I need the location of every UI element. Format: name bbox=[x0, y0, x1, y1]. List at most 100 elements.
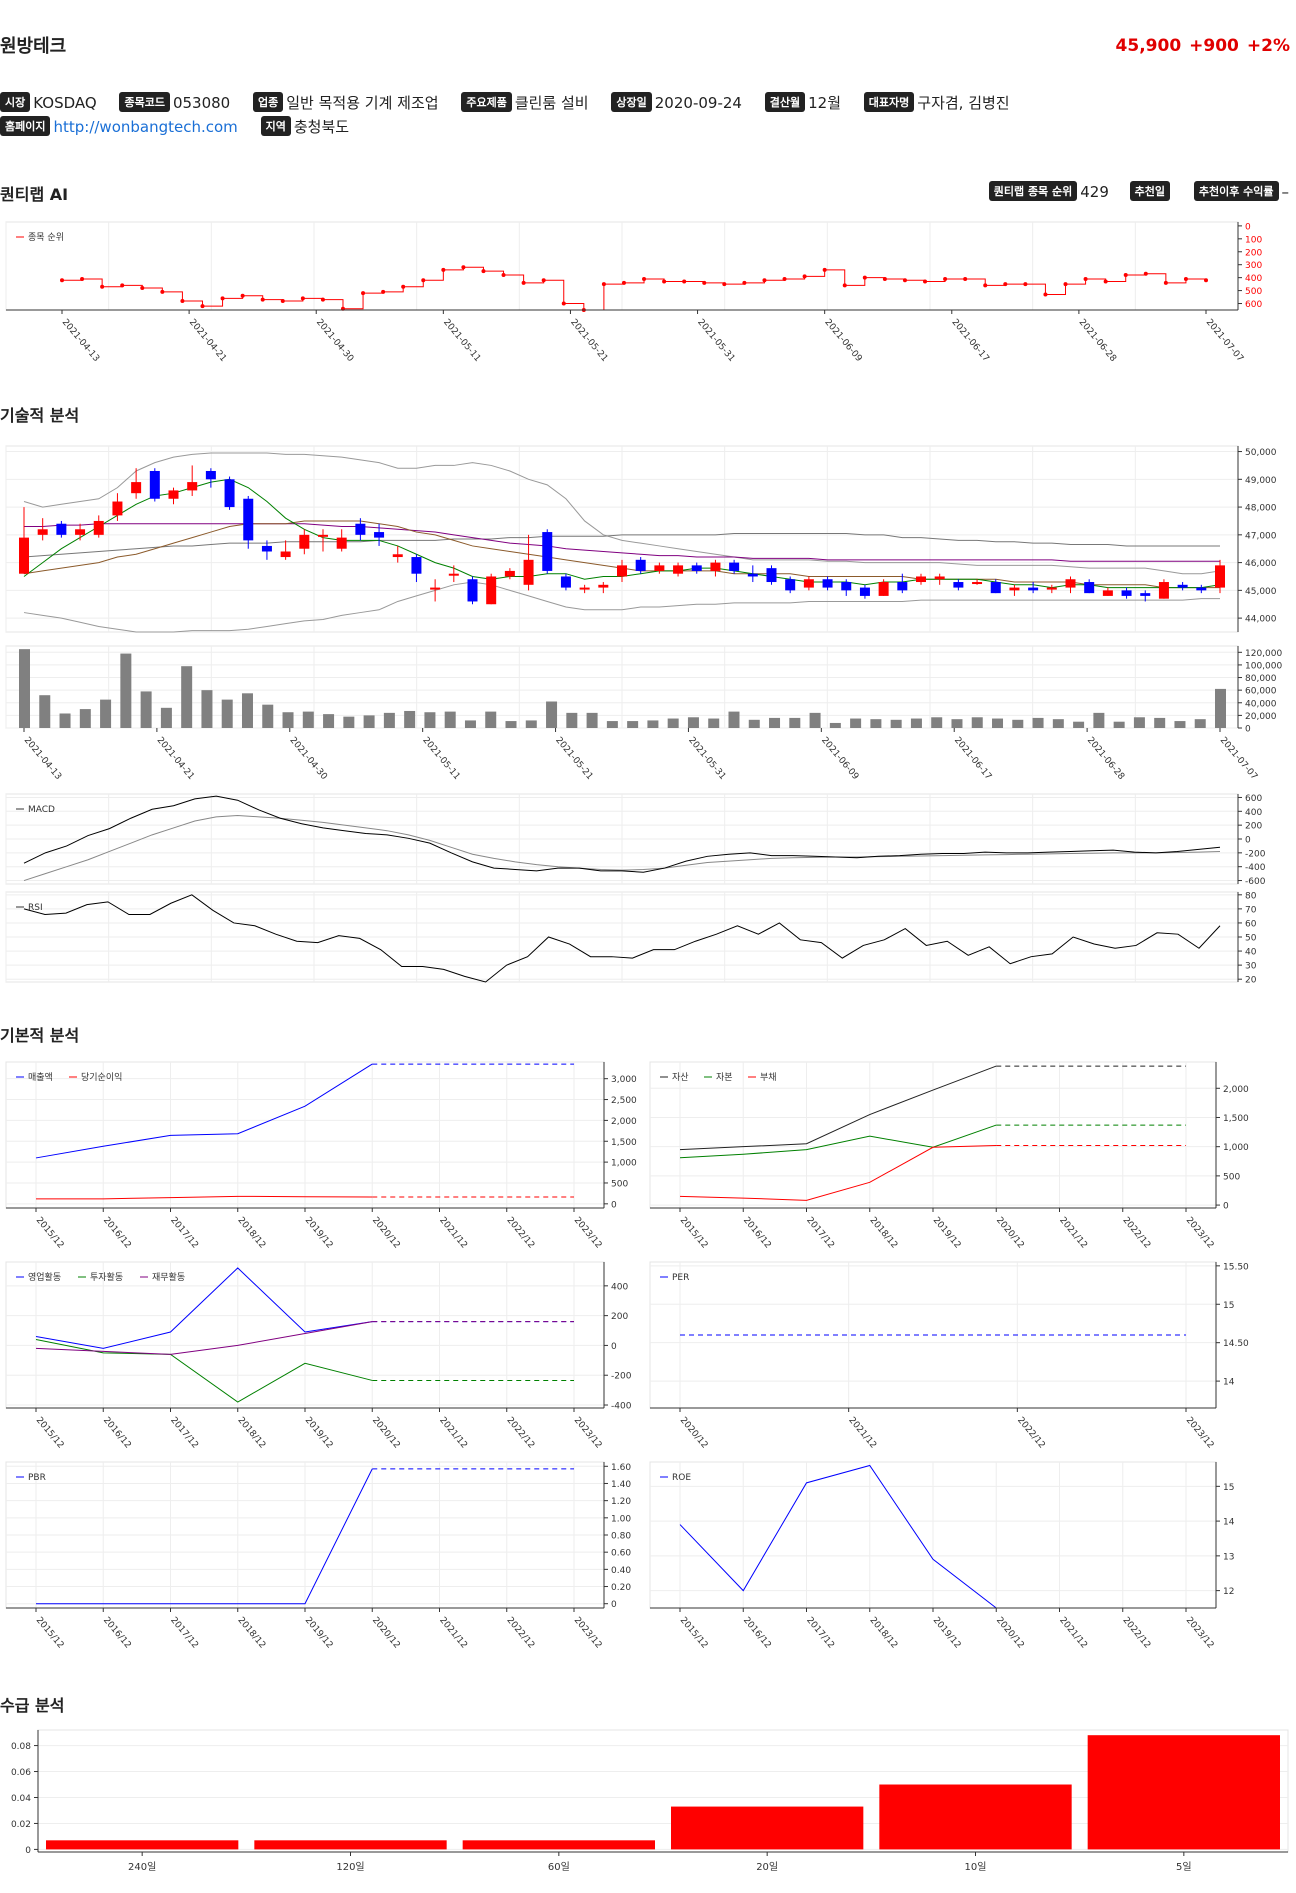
volume-bar bbox=[910, 718, 922, 728]
volume-chart-tick-label: 40,000 bbox=[1245, 699, 1277, 709]
rank-chart-tick-label: 600 bbox=[1245, 300, 1262, 310]
homepage-link[interactable]: http://wonbangtech.com bbox=[53, 118, 238, 136]
fund_roe-x-label: 2018/12 bbox=[867, 1616, 899, 1651]
fund_cashflow-tick-label: -400 bbox=[611, 1402, 632, 1412]
candle-body bbox=[841, 582, 852, 591]
candle-body bbox=[1028, 587, 1039, 591]
rsi-chart-tick-label: 70 bbox=[1245, 905, 1257, 915]
volume-bar bbox=[1032, 717, 1044, 728]
volume-bar bbox=[708, 718, 720, 728]
candle-body bbox=[411, 557, 422, 574]
rsi-chart-tick-label: 40 bbox=[1245, 948, 1257, 958]
fund_income-legend-label: 매출액 bbox=[28, 1071, 53, 1083]
candle-body bbox=[766, 568, 777, 583]
fund_balance-legend-label: 자본 bbox=[716, 1072, 733, 1083]
fund_pbr-tick-label: 1.20 bbox=[611, 1497, 631, 1507]
candle-body bbox=[654, 565, 665, 571]
rsi-chart-tick-label: 60 bbox=[1245, 919, 1257, 929]
rank-point bbox=[120, 283, 125, 288]
price-chart-tick-label: 44,000 bbox=[1245, 615, 1277, 625]
info-row-2: 홈페이지 http://wonbangtech.com 지역 충청북도 bbox=[0, 116, 367, 137]
fund_pbr-tick-label: 0.40 bbox=[611, 1566, 631, 1576]
bollinger-lower-line bbox=[23, 581, 1220, 633]
volume-bar bbox=[79, 709, 91, 728]
rank-chart-x-label: 2021-05-21 bbox=[568, 318, 609, 365]
supply-x-label: 10일 bbox=[965, 1861, 987, 1873]
volume-bar bbox=[404, 710, 416, 728]
fund_pbr-series-line bbox=[36, 1468, 373, 1605]
volume-bar bbox=[262, 704, 274, 728]
fund_income-x-label: 2022/12 bbox=[504, 1216, 536, 1251]
volume-bar bbox=[1073, 721, 1085, 728]
listing-date-value: 2020-09-24 bbox=[654, 94, 742, 112]
industry-tag: 업종 bbox=[253, 92, 284, 112]
rank-point bbox=[782, 276, 787, 281]
candle-body bbox=[261, 545, 272, 552]
rank-chart-x-label: 2021-06-09 bbox=[822, 318, 863, 365]
fund_cashflow-legend-label: 재무활동 bbox=[152, 1271, 185, 1283]
volume-chart-x-label: 2021-05-21 bbox=[553, 736, 594, 783]
rank-chart-x-label: 2021-04-13 bbox=[60, 318, 101, 365]
rank-point bbox=[280, 298, 285, 303]
volume-chart-tick-label: 0 bbox=[1245, 725, 1251, 735]
rank-point bbox=[481, 269, 486, 274]
rank-point bbox=[80, 276, 85, 281]
quantilab-title: 퀀티랩 AI bbox=[0, 185, 69, 204]
rank-point bbox=[381, 289, 386, 294]
candle-body bbox=[803, 579, 814, 588]
fund_cashflow-tick-label: -200 bbox=[611, 1372, 632, 1382]
candle-body bbox=[1065, 579, 1076, 588]
fund_pbr-x-label: 2015/12 bbox=[34, 1616, 66, 1651]
fund_cashflow-x-label: 2019/12 bbox=[303, 1416, 335, 1451]
fund_balance-series-line bbox=[679, 1124, 997, 1159]
supply-tick-label: 0.06 bbox=[11, 1768, 31, 1778]
volume-chart-x-label: 2021-04-21 bbox=[155, 736, 196, 783]
macd-chart-tick-label: -600 bbox=[1245, 877, 1266, 887]
fund_cashflow-x-label: 2017/12 bbox=[168, 1416, 200, 1451]
fund_roe-x-label: 2016/12 bbox=[741, 1616, 773, 1651]
volume-bar bbox=[525, 720, 537, 728]
volume-bar bbox=[363, 715, 375, 728]
candle-body bbox=[93, 520, 104, 535]
ceo-value: 구자겸, 김병진 bbox=[917, 94, 1010, 112]
rank-point bbox=[361, 291, 366, 296]
fund_roe-x-label: 2022/12 bbox=[1120, 1616, 1152, 1651]
rank-point bbox=[1123, 273, 1128, 278]
rank-point bbox=[742, 280, 747, 285]
candle-body bbox=[710, 562, 721, 571]
candle-body bbox=[1215, 565, 1225, 588]
fund_per-tick-label: 15 bbox=[1223, 1301, 1234, 1311]
macd-chart-tick-label: 400 bbox=[1245, 808, 1262, 818]
fund_income-x-label: 2016/12 bbox=[101, 1216, 133, 1251]
rank-point bbox=[1063, 282, 1068, 287]
supply-x-label: 60일 bbox=[548, 1861, 570, 1873]
fund_cashflow-legend-label: 영업활동 bbox=[28, 1271, 61, 1283]
candle-body bbox=[75, 529, 86, 535]
fund_cashflow-x-label: 2018/12 bbox=[235, 1416, 267, 1451]
product-tag: 주요제품 bbox=[461, 92, 512, 112]
macd-chart-legend-label: MACD bbox=[28, 805, 55, 815]
volume-chart-x-label: 2021-04-13 bbox=[22, 736, 63, 783]
rank-chart-tick-label: 100 bbox=[1245, 235, 1262, 245]
volume-bar bbox=[829, 722, 841, 728]
supply-section-title: 수급 분석 bbox=[0, 1696, 65, 1715]
macd-chart-tick-label: 200 bbox=[1245, 822, 1262, 832]
volume-bar bbox=[546, 701, 558, 728]
price-change-pct: +2% bbox=[1246, 36, 1290, 56]
rank-chart-tick-label: 300 bbox=[1245, 261, 1262, 271]
volume-chart-tick-label: 100,000 bbox=[1245, 661, 1282, 671]
fund_income-x-label: 2015/12 bbox=[34, 1216, 66, 1251]
fund_income-x-label: 2017/12 bbox=[168, 1216, 200, 1251]
candle-body bbox=[392, 554, 403, 558]
candle-body bbox=[916, 576, 926, 583]
fund_balance-tick-label: 500 bbox=[1223, 1172, 1240, 1182]
fund_roe-x-label: 2020/12 bbox=[994, 1616, 1026, 1651]
volume-bar bbox=[809, 712, 821, 728]
candle-body bbox=[205, 470, 216, 480]
price-chart-tick-label: 50,000 bbox=[1245, 448, 1277, 458]
candle-body bbox=[355, 523, 366, 535]
rank-chart-tick-label: 500 bbox=[1245, 287, 1262, 297]
volume-bar bbox=[1194, 719, 1206, 728]
fund_cashflow-x-label: 2021/12 bbox=[437, 1416, 469, 1451]
